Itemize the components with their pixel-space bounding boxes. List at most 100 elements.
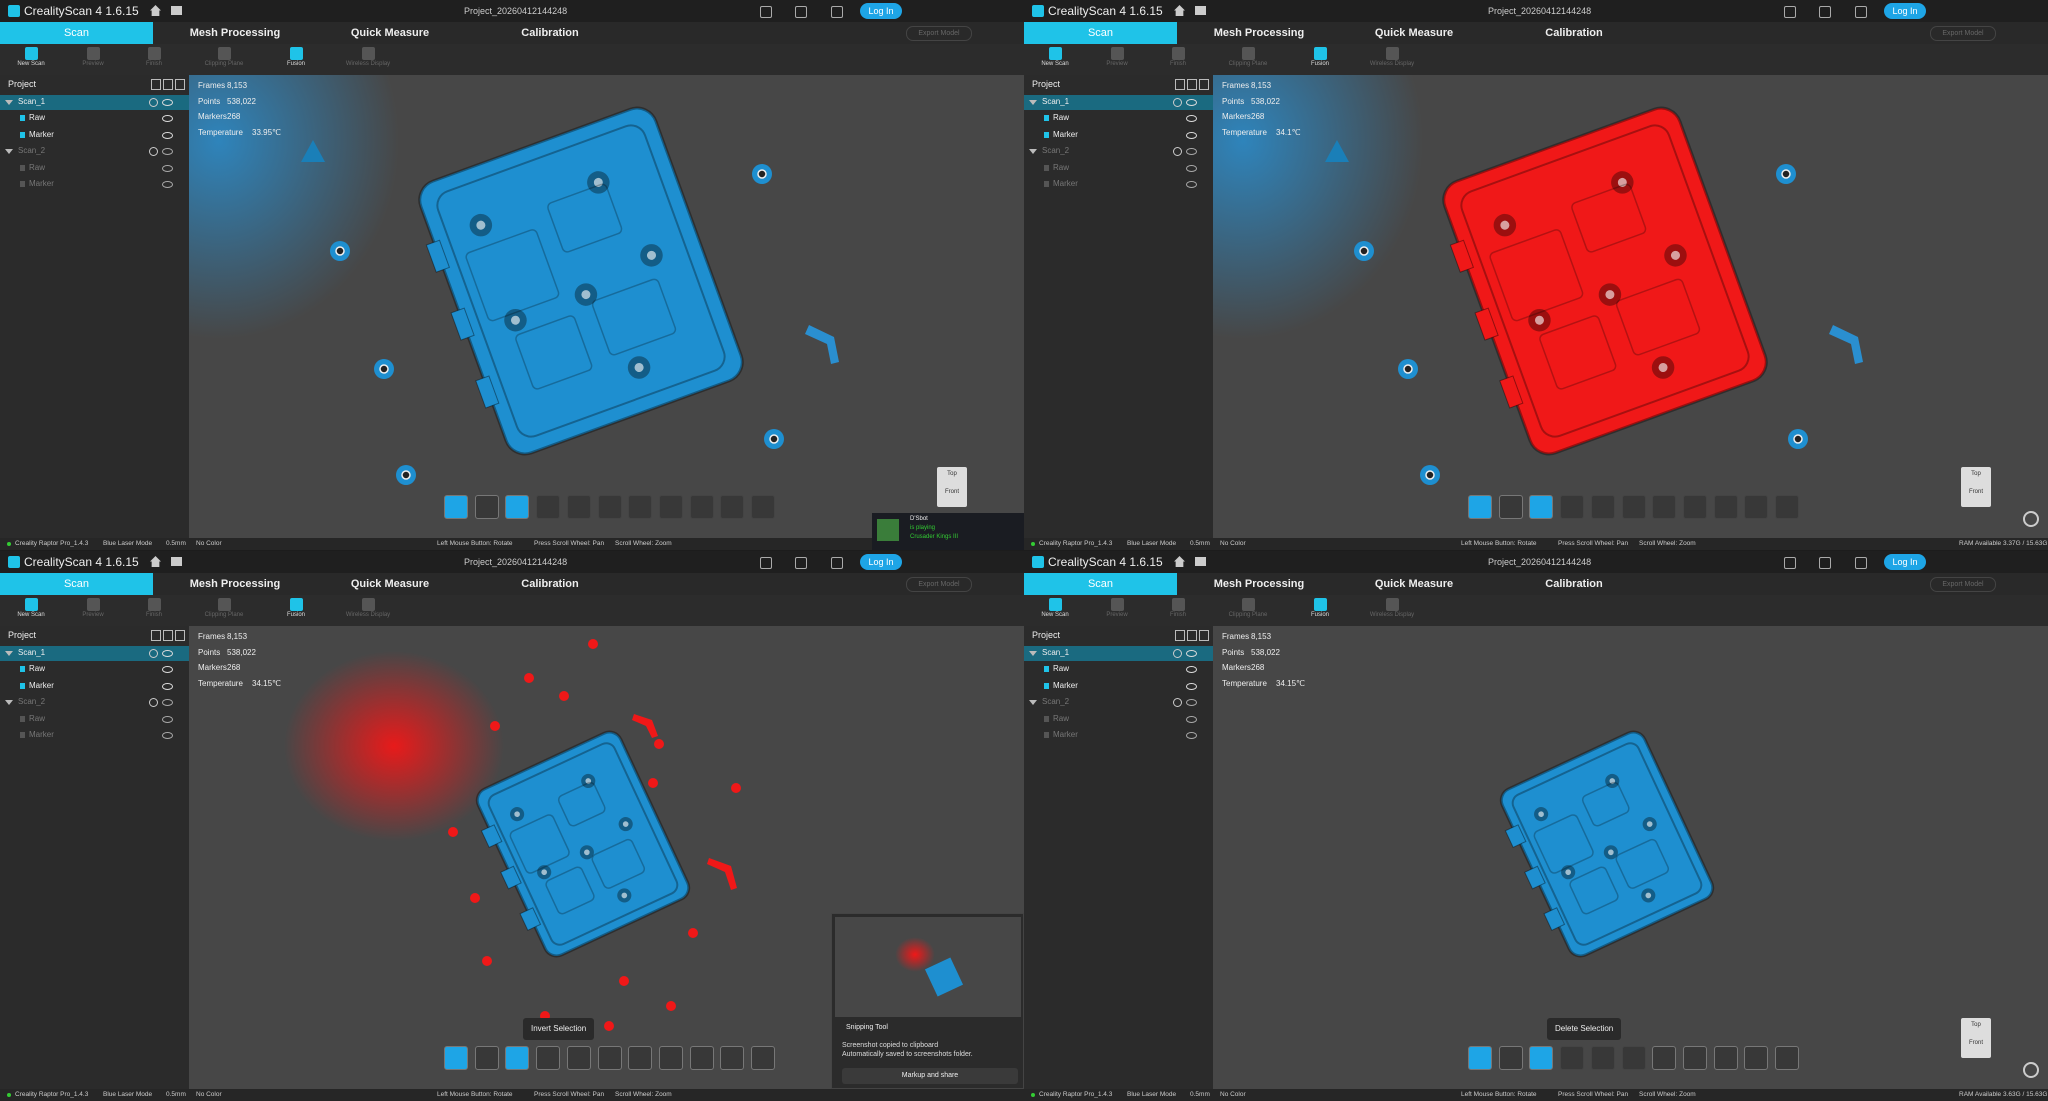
title-icon[interactable] xyxy=(1784,557,1796,569)
panel-action[interactable] xyxy=(163,79,173,90)
target-icon[interactable] xyxy=(149,698,158,708)
tree-row[interactable]: Marker xyxy=(0,177,189,192)
tab[interactable]: Calibration xyxy=(1519,22,1629,44)
visibility-icon[interactable] xyxy=(1186,732,1197,739)
tab[interactable]: Mesh Processing xyxy=(175,573,295,595)
home-button[interactable] xyxy=(150,556,161,567)
target-icon[interactable] xyxy=(149,98,158,107)
view-tool[interactable] xyxy=(1590,1046,1615,1070)
tree-row[interactable]: Scan_1 xyxy=(0,646,189,661)
view-tool[interactable] xyxy=(505,1046,530,1070)
panel-action[interactable] xyxy=(1199,630,1209,641)
login-button[interactable]: Log In xyxy=(860,3,902,19)
visibility-icon[interactable] xyxy=(162,699,173,707)
visibility-icon[interactable] xyxy=(1186,682,1197,690)
tab[interactable]: Scan xyxy=(0,573,153,595)
snip-button[interactable]: Markup and share xyxy=(842,1068,1018,1084)
tool-button[interactable]: Fusion xyxy=(1295,45,1345,74)
view-tool[interactable] xyxy=(1682,1046,1707,1070)
view-tool[interactable] xyxy=(658,495,683,519)
home-button[interactable] xyxy=(150,5,161,16)
tool-button[interactable]: Wireless Display xyxy=(1367,45,1417,74)
tool-button[interactable]: New Scan xyxy=(6,45,56,74)
tab[interactable]: Mesh Processing xyxy=(1199,22,1319,44)
window-control[interactable] xyxy=(1955,4,1965,16)
panel-action[interactable] xyxy=(163,630,173,641)
view-tool[interactable] xyxy=(444,495,468,519)
tree-row[interactable]: Scan_1 xyxy=(1024,95,1213,110)
tab[interactable]: Quick Measure xyxy=(330,22,450,44)
login-button[interactable]: Log In xyxy=(1884,3,1926,19)
view-tool[interactable] xyxy=(1529,495,1554,519)
view-cube[interactable]: Top Front xyxy=(1961,1018,1991,1058)
tree-row[interactable]: Scan_2 xyxy=(1024,695,1213,710)
tool-button[interactable]: Finish xyxy=(1153,45,1203,74)
title-icon[interactable] xyxy=(831,557,843,569)
view-tool[interactable] xyxy=(1775,495,1799,519)
visibility-icon[interactable] xyxy=(162,115,173,123)
tool-button[interactable]: Wireless Display xyxy=(343,596,393,625)
tree-row[interactable]: Raw xyxy=(1024,662,1213,677)
target-icon[interactable] xyxy=(1173,98,1182,107)
visibility-icon[interactable] xyxy=(162,732,173,739)
title-icon[interactable] xyxy=(760,557,772,569)
title-icon[interactable] xyxy=(795,557,807,569)
folder-button[interactable] xyxy=(1195,557,1206,566)
folder-button[interactable] xyxy=(171,6,182,15)
tool-button[interactable]: Preview xyxy=(68,45,118,74)
tree-row[interactable]: Marker xyxy=(1024,728,1213,743)
window-control[interactable] xyxy=(1002,4,1012,16)
view-cube[interactable]: Top Front xyxy=(1961,467,1991,507)
tree-row[interactable]: Scan_2 xyxy=(0,144,189,159)
login-button[interactable]: Log In xyxy=(1884,554,1926,570)
view-cube[interactable]: Top Front xyxy=(937,467,967,507)
visibility-icon[interactable] xyxy=(1186,181,1197,188)
export-button[interactable]: Export Model xyxy=(1930,577,1996,592)
window-control[interactable] xyxy=(1955,555,1965,567)
tree-row[interactable]: Scan_1 xyxy=(0,95,189,110)
view-tool[interactable] xyxy=(536,1046,561,1070)
tab[interactable]: Quick Measure xyxy=(1354,573,1474,595)
visibility-icon[interactable] xyxy=(162,666,173,674)
title-icon[interactable] xyxy=(1855,557,1867,569)
tool-button[interactable]: Fusion xyxy=(271,596,321,625)
view-tool[interactable] xyxy=(1498,495,1523,519)
view-tool[interactable] xyxy=(1529,1046,1554,1070)
tree-row[interactable]: Raw xyxy=(1024,161,1213,176)
view-tool[interactable] xyxy=(1775,1046,1799,1070)
view-tool[interactable] xyxy=(474,495,499,519)
tree-row[interactable]: Raw xyxy=(0,712,189,727)
window-control[interactable] xyxy=(931,555,941,567)
visibility-icon[interactable] xyxy=(1186,148,1197,156)
tool-button[interactable]: New Scan xyxy=(6,596,56,625)
view-tool[interactable] xyxy=(658,1046,683,1070)
view-tool[interactable] xyxy=(1744,495,1769,519)
window-control[interactable] xyxy=(2026,555,2036,567)
target-icon[interactable] xyxy=(149,147,158,157)
view-tool[interactable] xyxy=(720,1046,745,1070)
view-tool[interactable] xyxy=(1621,495,1646,519)
visibility-icon[interactable] xyxy=(1186,164,1197,172)
export-button[interactable]: Export Model xyxy=(1930,26,1996,41)
window-control[interactable] xyxy=(931,4,941,16)
panel-action[interactable] xyxy=(151,79,161,90)
tree-row[interactable]: Raw xyxy=(1024,111,1213,126)
visibility-icon[interactable] xyxy=(1186,699,1197,707)
export-button[interactable]: Export Model xyxy=(906,26,972,41)
export-button[interactable]: Export Model xyxy=(906,577,972,592)
tool-button[interactable]: Clipping Plane xyxy=(199,596,249,625)
view-tool[interactable] xyxy=(597,1046,622,1070)
locate-button[interactable] xyxy=(2023,1062,2039,1078)
tool-button[interactable]: Fusion xyxy=(271,45,321,74)
window-control[interactable] xyxy=(966,555,976,567)
view-tool[interactable] xyxy=(536,495,561,519)
tab[interactable]: Quick Measure xyxy=(330,573,450,595)
view-tool[interactable] xyxy=(1621,1046,1646,1070)
view-tool[interactable] xyxy=(628,495,653,519)
visibility-icon[interactable] xyxy=(162,715,173,723)
view-tool[interactable] xyxy=(1652,495,1677,519)
view-tool[interactable] xyxy=(628,1046,653,1070)
view-tool[interactable] xyxy=(1713,1046,1738,1070)
view-tool[interactable] xyxy=(1713,495,1738,519)
view-tool[interactable] xyxy=(689,1046,714,1070)
